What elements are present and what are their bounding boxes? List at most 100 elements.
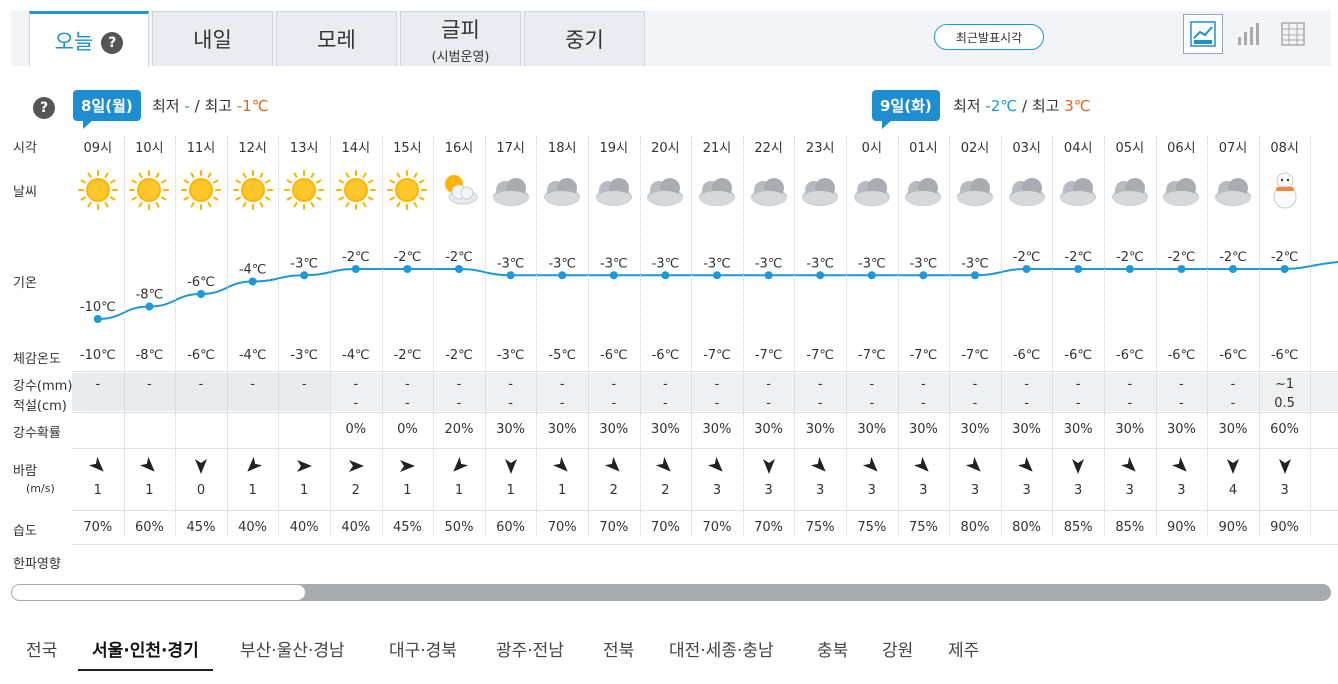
feels-like-value: -6℃ xyxy=(1167,348,1196,363)
day-badge-8: 8일(월) xyxy=(73,90,141,129)
precip-value: - xyxy=(1179,377,1184,392)
wind-direction-icon xyxy=(691,456,743,479)
cloudy-weather-icon xyxy=(1005,168,1049,212)
separator: / xyxy=(1021,97,1028,115)
help-icon[interactable]: ? xyxy=(101,31,124,54)
column-separator xyxy=(278,136,280,536)
precip-gray-block xyxy=(330,373,1338,411)
latest-release-button[interactable]: 최근발표시각 xyxy=(934,24,1044,50)
row-label-precip: 강수(mm) xyxy=(13,379,73,394)
region-tab[interactable]: 전북 xyxy=(603,641,635,661)
humidity-value: 70% xyxy=(547,520,577,535)
column-separator xyxy=(639,136,641,536)
region-tab[interactable]: 강원 xyxy=(882,641,914,661)
wind-speed-value: 3 xyxy=(919,483,928,498)
temp-label: -2℃ xyxy=(1013,250,1041,265)
region-tab[interactable]: 전국 xyxy=(26,641,58,661)
temperature-point xyxy=(351,265,360,273)
day-badge-9: 9일(화) xyxy=(872,90,940,129)
humidity-value: 60% xyxy=(496,520,526,535)
region-tab[interactable]: 부산·울산·경남 xyxy=(240,641,345,661)
tab-third-day-sub: (시범운영) xyxy=(431,49,490,65)
bar-chart-icon[interactable] xyxy=(1228,14,1268,54)
snow-value: - xyxy=(405,396,410,411)
wind-direction-icon xyxy=(640,456,692,479)
wind-speed-value: 1 xyxy=(248,483,257,498)
wind-speed-value: 3 xyxy=(970,483,980,498)
row-label-wind-unit: (m/s) xyxy=(26,482,55,495)
cloudy-weather-icon xyxy=(1211,168,1255,212)
wind-speed-value: 2 xyxy=(351,483,360,498)
scrollbar-thumb[interactable] xyxy=(12,585,305,600)
hour-label: 04시 xyxy=(1063,141,1093,156)
wind-speed-value: 3 xyxy=(764,483,773,498)
region-tab[interactable]: 대구·경북 xyxy=(389,641,457,661)
precip-prob-value: 0% xyxy=(397,422,418,437)
tab-today[interactable]: 오늘? xyxy=(29,11,149,67)
temp-label: -2℃ xyxy=(1064,250,1092,265)
grid-help-icon[interactable]: ? xyxy=(33,97,55,119)
feels-like-value: -7℃ xyxy=(858,348,886,363)
humidity-value: 45% xyxy=(392,520,422,535)
snow-value: - xyxy=(714,396,720,411)
temp-label: -2℃ xyxy=(342,250,370,265)
cloudy-weather-icon xyxy=(798,168,842,212)
row-divider xyxy=(72,510,1338,511)
tab-midterm[interactable]: 중기 xyxy=(524,11,645,66)
temperature-point xyxy=(919,271,928,280)
max-temp: -1℃ xyxy=(236,97,269,115)
temperature-point xyxy=(248,277,257,286)
wind-direction-icon xyxy=(1052,457,1104,479)
row-label-humidity: 습도 xyxy=(13,524,37,539)
row-label-weather: 날씨 xyxy=(13,185,37,200)
temp-label: -3℃ xyxy=(548,256,576,271)
temperature-point xyxy=(661,271,670,280)
region-tab[interactable]: 서울·인천·경기 xyxy=(78,636,213,671)
wind-speed-value: 3 xyxy=(712,483,722,498)
forecast-tab-bar: 오늘? 내일 모레 글피 (시범운영) 중기 xyxy=(11,11,1331,67)
precip-value: - xyxy=(1024,377,1029,392)
line-graph-icon[interactable] xyxy=(1183,14,1223,54)
precip-value: - xyxy=(1127,377,1133,392)
precip-prob-value: 60% xyxy=(1270,422,1300,437)
temp-label: -3℃ xyxy=(290,256,318,271)
row-label-cold: 한파영향 xyxy=(13,557,61,572)
tab-day-after-label: 모레 xyxy=(317,28,356,52)
wind-speed-value: 1 xyxy=(403,483,412,498)
wind-speed-value: 2 xyxy=(661,483,670,498)
tab-third-day-label: 글피 xyxy=(441,17,480,42)
region-tab[interactable]: 대전·세종·충남 xyxy=(669,641,774,661)
snow-value: - xyxy=(766,396,771,411)
precip-prob-value: 30% xyxy=(496,422,526,437)
wind-speed-value: 3 xyxy=(1074,483,1083,498)
row-label-prob: 강수확률 xyxy=(13,426,61,441)
temperature-point xyxy=(1074,265,1083,273)
temp-label: -3℃ xyxy=(600,256,628,271)
precip-value: - xyxy=(147,377,152,392)
precip-prob-value: 30% xyxy=(599,422,629,437)
humidity-value: 80% xyxy=(1012,520,1042,535)
cloudy-weather-icon xyxy=(901,168,945,212)
snow-value: - xyxy=(921,396,926,411)
region-tab[interactable]: 광주·전남 xyxy=(496,641,564,661)
tab-tomorrow[interactable]: 내일 xyxy=(152,11,273,66)
region-tab[interactable]: 충북 xyxy=(817,641,849,661)
humidity-value: 70% xyxy=(650,520,680,535)
min-temp: - xyxy=(184,97,190,115)
humidity-value: 70% xyxy=(754,520,784,535)
tab-midterm-label: 중기 xyxy=(565,28,604,52)
wind-direction-icon xyxy=(794,456,846,479)
temperature-point xyxy=(1125,265,1134,273)
feels-like-value: -7℃ xyxy=(961,348,989,363)
horizontal-scrollbar[interactable] xyxy=(11,584,1331,601)
precip-prob-value: 30% xyxy=(702,422,732,437)
table-icon[interactable] xyxy=(1273,14,1313,54)
temp-label: -6℃ xyxy=(187,275,215,290)
tab-third-day[interactable]: 글피 (시범운영) xyxy=(400,11,521,66)
precip-value: - xyxy=(508,377,513,392)
wind-direction-icon xyxy=(536,456,588,479)
snow-value: - xyxy=(1179,396,1184,411)
region-tab[interactable]: 제주 xyxy=(948,641,980,661)
temperature-point xyxy=(1280,265,1289,273)
tab-day-after[interactable]: 모레 xyxy=(276,11,397,66)
